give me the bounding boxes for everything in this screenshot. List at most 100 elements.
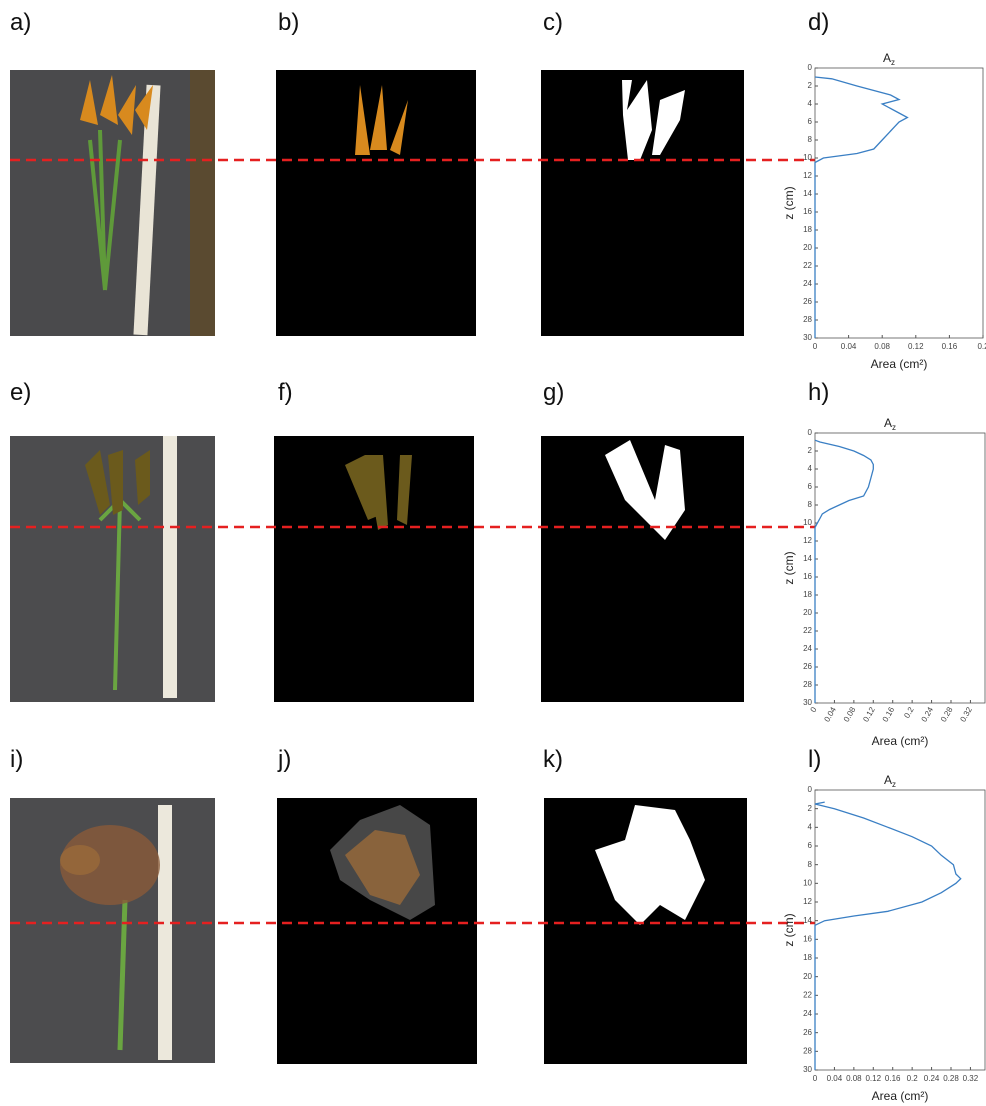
y-tick-label: 26 [803, 662, 812, 671]
x-tick-label: 0.12 [861, 705, 877, 723]
x-tick-label: 0.32 [958, 705, 974, 723]
panel-label: f) [278, 379, 293, 406]
x-tick-label: 0.04 [827, 1074, 843, 1083]
panel-label: c) [543, 9, 563, 36]
chart-title: Az [884, 773, 896, 789]
panel-label: k) [543, 746, 563, 773]
y-tick-label: 4 [808, 822, 813, 831]
plot-frame [815, 433, 985, 703]
x-tick-label: 0.16 [885, 1074, 901, 1083]
x-tick-label: 0.28 [943, 1074, 959, 1083]
x-tick-label: 0 [809, 705, 819, 714]
y-tick-label: 20 [803, 608, 812, 617]
y-tick-label: 16 [803, 572, 812, 581]
x-tick-label: 0.08 [846, 1074, 862, 1083]
x-tick-label: 0.12 [865, 1074, 881, 1083]
title-main: A [884, 416, 892, 430]
y-tick-label: 28 [803, 680, 812, 689]
y-tick-label: 2 [808, 804, 813, 813]
y-tick-label: 8 [808, 500, 813, 509]
panel-label: j) [277, 746, 291, 773]
title-subscript: z [892, 423, 896, 432]
x-tick-label: 0.08 [874, 342, 890, 351]
y-tick-label: 22 [803, 626, 812, 635]
x-tick-label: 0.24 [924, 1074, 940, 1083]
y-tick-label: 24 [803, 1009, 812, 1018]
mask-photos [274, 70, 477, 1064]
figure: a)b)c)d)e)f)g)h)i)j)k)l)0246810121416182… [0, 0, 986, 1106]
y-tick-label: 10 [803, 878, 812, 887]
y-tick-label: 12 [803, 536, 812, 545]
y-tick-label: 22 [803, 990, 812, 999]
x-tick-label: 0.04 [822, 705, 838, 723]
y-tick-label: 4 [808, 99, 813, 108]
y-tick-label: 6 [808, 841, 813, 850]
y-tick-label: 6 [808, 117, 813, 126]
y-tick-label: 20 [803, 243, 812, 252]
y-tick-label: 26 [803, 1028, 812, 1037]
x-tick-label: 0 [813, 1074, 818, 1083]
y-axis-label: z (cm) [782, 551, 796, 584]
y-tick-label: 6 [808, 482, 813, 491]
title-subscript: z [891, 58, 895, 67]
x-tick-label: 0.2 [902, 705, 916, 720]
panel-label: l) [808, 746, 821, 773]
y-tick-label: 18 [803, 590, 812, 599]
y-tick-label: 8 [808, 135, 813, 144]
panel-label: d) [808, 9, 829, 36]
y-tick-label: 12 [803, 897, 812, 906]
x-tick-label: 0 [813, 342, 818, 351]
x-tick-label: 0.28 [939, 705, 955, 723]
y-tick-label: 0 [808, 428, 813, 437]
y-tick-label: 16 [803, 934, 812, 943]
y-tick-label: 22 [803, 261, 812, 270]
chart-title: Az [883, 51, 895, 67]
y-tick-label: 8 [808, 860, 813, 869]
x-axis-label: Area (cm²) [872, 734, 929, 748]
x-tick-label: 0.12 [908, 342, 924, 351]
y-tick-label: 10 [803, 153, 812, 162]
chart-title: Az [884, 416, 896, 432]
y-tick-label: 14 [803, 189, 812, 198]
y-tick-label: 24 [803, 644, 812, 653]
y-tick-label: 16 [803, 207, 812, 216]
y-tick-label: 14 [803, 554, 812, 563]
y-tick-label: 30 [803, 333, 812, 342]
x-axis-label: Area (cm²) [872, 1089, 929, 1103]
title-main: A [884, 773, 892, 787]
photo-i [10, 798, 215, 1063]
panel-label: h) [808, 379, 829, 406]
photo-e [10, 436, 215, 702]
y-tick-label: 28 [803, 1046, 812, 1055]
photo-a [10, 70, 215, 336]
x-axis-label: Area (cm²) [871, 357, 928, 371]
y-tick-label: 0 [808, 63, 813, 72]
y-tick-label: 26 [803, 297, 812, 306]
y-tick-label: 14 [803, 916, 812, 925]
y-tick-label: 10 [803, 518, 812, 527]
y-axis-label: z (cm) [782, 186, 796, 219]
x-tick-label: 0.2 [977, 342, 986, 351]
panel-label: g) [543, 379, 564, 406]
panel-label: a) [10, 9, 31, 36]
panel-label: i) [10, 746, 23, 773]
y-tick-label: 24 [803, 279, 812, 288]
y-tick-label: 2 [808, 81, 813, 90]
x-tick-label: 0.04 [841, 342, 857, 351]
x-tick-label: 0.16 [942, 342, 958, 351]
y-axis-label: z (cm) [782, 913, 796, 946]
y-tick-label: 28 [803, 315, 812, 324]
panel-label: e) [10, 379, 31, 406]
y-tick-label: 30 [803, 698, 812, 707]
y-tick-label: 12 [803, 171, 812, 180]
x-tick-label: 0.24 [920, 705, 936, 723]
y-tick-label: 2 [808, 446, 813, 455]
x-tick-label: 0.2 [907, 1074, 919, 1083]
y-tick-label: 18 [803, 225, 812, 234]
y-tick-label: 4 [808, 464, 813, 473]
y-tick-label: 0 [808, 785, 813, 794]
panel-label: b) [278, 9, 299, 36]
y-tick-label: 18 [803, 953, 812, 962]
x-tick-label: 0.16 [881, 705, 897, 723]
y-tick-label: 20 [803, 972, 812, 981]
